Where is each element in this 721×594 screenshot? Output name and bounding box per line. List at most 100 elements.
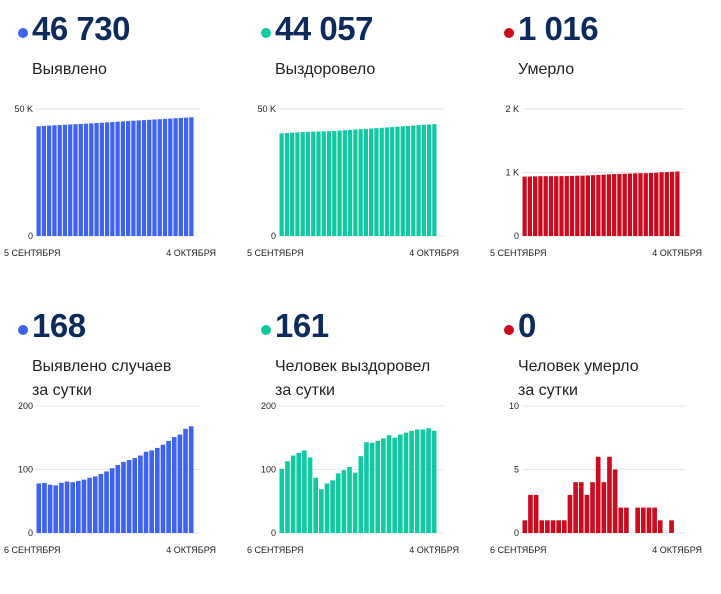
x-end-label: 4 ОКТЯБРЯ — [166, 545, 216, 555]
bar — [395, 126, 400, 236]
bar — [157, 119, 162, 236]
bar — [104, 471, 109, 533]
bar — [595, 456, 601, 533]
recovered-daily-chart: 0 100 200 6 СЕНТЯБРЯ 4 ОКТЯБРЯ — [247, 401, 459, 555]
bar — [527, 176, 533, 236]
bar — [392, 437, 397, 533]
bar — [290, 132, 295, 236]
detected-daily-value: 168 — [32, 307, 86, 344]
x-end-label: 4 ОКТЯБРЯ — [652, 545, 702, 555]
recovered-total-chart: 0 50 K 5 СЕНТЯБРЯ 4 ОКТЯБРЯ — [247, 104, 459, 258]
bar — [279, 133, 284, 236]
label-line: Выявлено — [32, 61, 107, 78]
bar — [332, 130, 337, 236]
bar — [543, 176, 548, 236]
detected-daily-label: Выявлено случаев за сутки — [32, 355, 232, 403]
bar — [618, 507, 624, 533]
bar — [400, 126, 405, 236]
bar — [559, 176, 564, 236]
bar — [178, 117, 183, 236]
bar — [664, 172, 669, 236]
bar — [363, 128, 369, 236]
bar — [522, 520, 528, 533]
bar — [136, 120, 141, 236]
bar — [76, 480, 81, 533]
bar — [87, 477, 92, 533]
bar — [173, 118, 178, 236]
deaths-daily-value: 0 — [518, 307, 536, 344]
bar — [675, 171, 680, 236]
bar — [115, 121, 120, 236]
bar — [432, 124, 437, 236]
detected-total-value: 46 730 — [32, 10, 130, 47]
bar — [152, 119, 157, 236]
recovered-daily-value: 161 — [275, 307, 329, 344]
bar — [612, 469, 618, 533]
bar — [584, 494, 590, 533]
bar — [59, 482, 64, 533]
bar — [627, 173, 633, 236]
bar — [296, 452, 302, 533]
bar — [89, 123, 94, 236]
x-end-label: 4 ОКТЯБРЯ — [409, 248, 459, 258]
deaths-daily-chart: 0 5 10 6 СЕНТЯБРЯ 4 ОКТЯБРЯ — [490, 401, 702, 555]
label-line: за сутки — [275, 382, 335, 399]
bar — [143, 451, 149, 533]
bar — [335, 473, 341, 533]
bar — [284, 133, 290, 236]
label-line: за сутки — [518, 382, 578, 399]
bar — [168, 118, 173, 236]
bar — [78, 123, 83, 236]
y-tick-label: 100 — [18, 465, 33, 475]
bar — [319, 489, 324, 533]
bar — [409, 430, 414, 533]
bar — [47, 484, 53, 533]
bar — [590, 175, 596, 236]
bar — [585, 175, 590, 236]
bar — [300, 132, 305, 236]
y-tick-label: 0 — [28, 528, 33, 538]
bar — [607, 456, 612, 533]
recovered-total-label: Выздоровело — [275, 58, 475, 82]
bar — [342, 130, 347, 236]
bar — [302, 450, 307, 533]
bar — [569, 175, 575, 236]
bar — [398, 434, 403, 533]
bar — [384, 127, 390, 236]
bar — [279, 468, 285, 533]
y-tick-label: 0 — [514, 528, 519, 538]
bar — [64, 481, 70, 533]
bar — [624, 507, 629, 533]
bar — [109, 468, 115, 533]
bar — [99, 122, 104, 236]
bar — [36, 483, 42, 533]
bar — [166, 440, 171, 533]
y-tick-label: 0 — [271, 528, 276, 538]
bar — [426, 124, 432, 236]
x-end-label: 4 ОКТЯБРЯ — [166, 248, 216, 258]
bar — [369, 128, 374, 236]
bar — [533, 176, 538, 236]
bar — [155, 447, 160, 533]
bar — [528, 494, 533, 533]
bar — [115, 465, 121, 533]
bar — [601, 482, 607, 533]
blue-dot-icon — [18, 325, 28, 335]
bar — [390, 127, 395, 236]
bar — [548, 176, 554, 236]
bar — [321, 131, 326, 236]
bar — [550, 520, 556, 533]
teal-dot-icon — [261, 325, 271, 335]
bar — [612, 174, 617, 236]
bar — [522, 176, 527, 236]
bar — [590, 482, 595, 533]
bar — [369, 442, 375, 533]
bar — [42, 482, 47, 533]
bar — [316, 131, 321, 236]
y-tick-label: 2 K — [505, 104, 519, 114]
bar — [421, 124, 426, 236]
deaths-total-label: Умерло — [518, 58, 718, 82]
x-start-label: 6 СЕНТЯБРЯ — [4, 545, 61, 555]
y-tick-label: 200 — [261, 401, 276, 411]
bar — [337, 130, 342, 236]
